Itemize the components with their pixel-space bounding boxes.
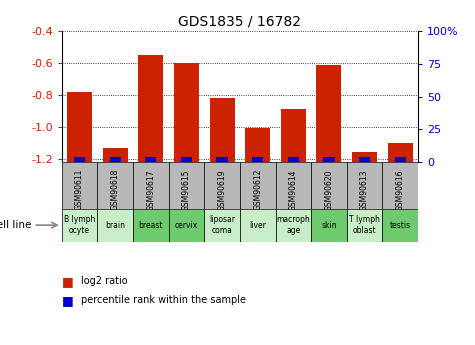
Text: GSM90612: GSM90612 (253, 169, 262, 210)
Bar (67, 92, 92, 162)
Text: breast: breast (139, 221, 163, 230)
Text: liver: liver (249, 221, 266, 230)
Bar (316, 65, 342, 162)
Bar (311, 162, 347, 209)
Text: cervix: cervix (175, 221, 198, 230)
Bar (347, 209, 382, 242)
Bar (181, 157, 192, 162)
Bar (311, 209, 347, 242)
Bar (204, 162, 240, 209)
Bar (103, 148, 128, 162)
Text: ■: ■ (62, 294, 74, 307)
Text: GSM90620: GSM90620 (324, 169, 333, 210)
Bar (388, 143, 413, 162)
Bar (209, 98, 235, 162)
Text: skin: skin (321, 221, 337, 230)
Bar (174, 63, 199, 162)
Bar (97, 209, 133, 242)
Bar (276, 209, 311, 242)
Bar (240, 162, 276, 209)
Text: testis: testis (390, 221, 411, 230)
Bar (217, 157, 228, 162)
Bar (204, 209, 240, 242)
Bar (252, 157, 263, 162)
Bar (359, 157, 370, 162)
Text: GSM90617: GSM90617 (146, 169, 155, 210)
Bar (133, 162, 169, 209)
Text: GSM90618: GSM90618 (111, 169, 120, 210)
Bar (110, 157, 121, 162)
Title: GDS1835 / 16782: GDS1835 / 16782 (179, 14, 301, 29)
Bar (169, 162, 204, 209)
Text: T lymph
oblast: T lymph oblast (349, 215, 380, 235)
Bar (62, 162, 97, 209)
Bar (276, 162, 311, 209)
Text: GSM90616: GSM90616 (396, 169, 405, 210)
Bar (288, 157, 299, 162)
Text: percentile rank within the sample: percentile rank within the sample (81, 295, 246, 305)
Bar (347, 162, 382, 209)
Text: log2 ratio: log2 ratio (81, 276, 127, 286)
Text: GSM90619: GSM90619 (218, 169, 227, 210)
Text: ■: ■ (62, 275, 74, 288)
Bar (323, 157, 334, 162)
Bar (281, 109, 306, 162)
Bar (74, 157, 85, 162)
Bar (133, 209, 169, 242)
Bar (245, 128, 270, 162)
Text: GSM90613: GSM90613 (360, 169, 369, 210)
Text: macroph
age: macroph age (276, 215, 310, 235)
Text: B lymph
ocyte: B lymph ocyte (64, 215, 95, 235)
Bar (145, 157, 156, 162)
Bar (97, 162, 133, 209)
Text: brain: brain (105, 221, 125, 230)
Bar (240, 209, 276, 242)
Bar (382, 209, 418, 242)
Text: GSM90614: GSM90614 (289, 169, 298, 210)
Text: cell line: cell line (0, 220, 31, 230)
Bar (382, 162, 418, 209)
Text: GSM90611: GSM90611 (75, 169, 84, 210)
Bar (169, 209, 204, 242)
Bar (138, 55, 163, 162)
Bar (395, 157, 406, 162)
Text: GSM90615: GSM90615 (182, 169, 191, 210)
Text: liposar
coma: liposar coma (209, 215, 235, 235)
Bar (62, 209, 97, 242)
Bar (352, 152, 377, 162)
